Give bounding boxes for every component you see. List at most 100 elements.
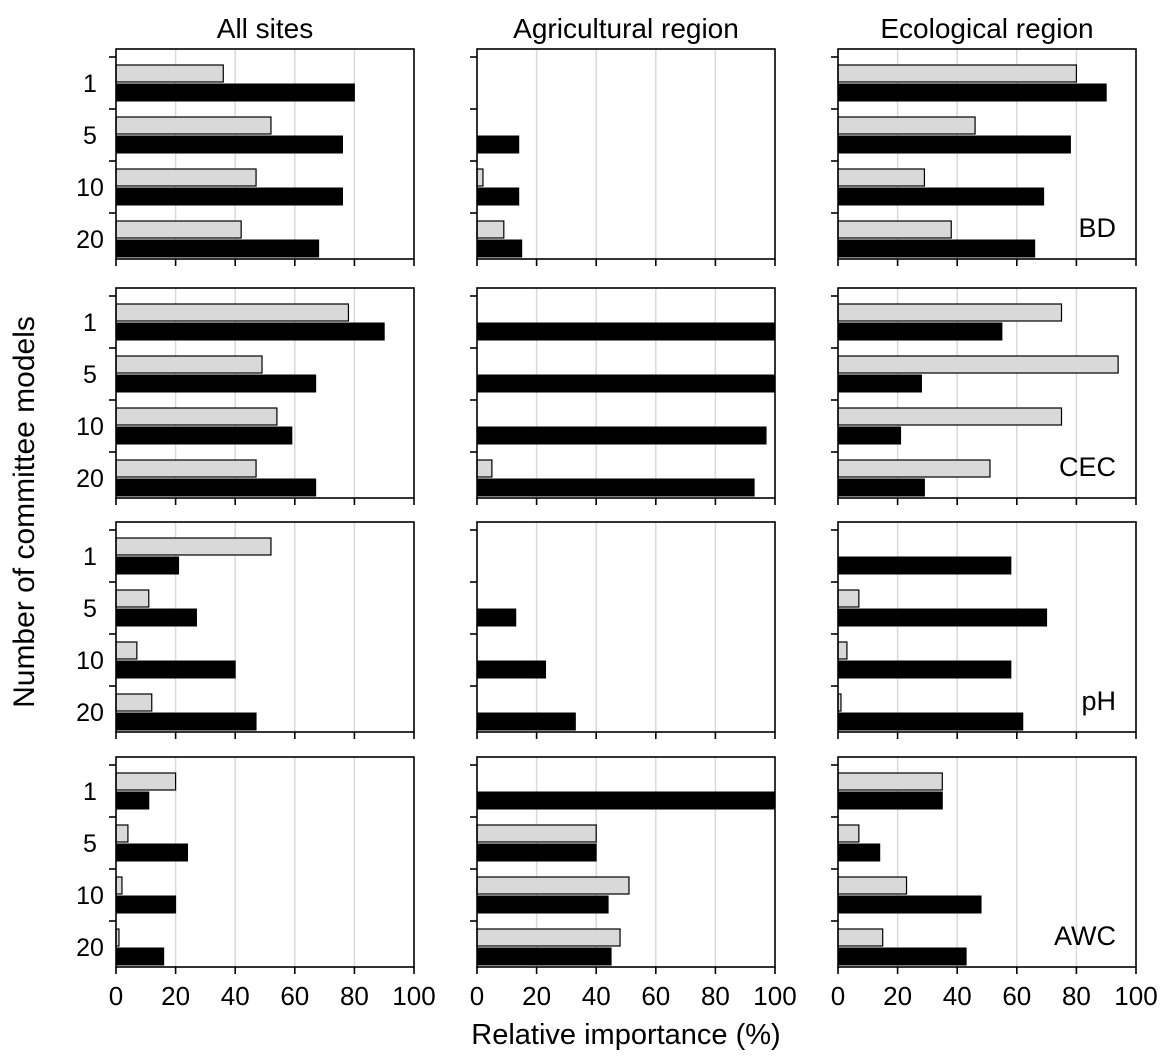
y-axis-label: Number of committee models	[8, 316, 41, 708]
panel-r2-c0: 1 5 10 20	[76, 521, 415, 739]
panel-label-cec: CEC	[1059, 452, 1116, 482]
y-tick-label: 20	[76, 226, 104, 254]
bar-dark	[476, 426, 767, 445]
bar-light	[115, 824, 129, 843]
bar-dark	[837, 712, 1024, 731]
panel-r0-c1	[470, 48, 776, 266]
y-tick-label: 5	[83, 361, 97, 389]
bar-dark	[115, 895, 177, 914]
x-tick-label: 0	[109, 981, 123, 1011]
x-tick-label: 40	[221, 981, 250, 1011]
bar-dark	[476, 608, 517, 627]
x-tick-label: 20	[883, 981, 912, 1011]
bar-light	[476, 876, 630, 895]
bar-dark	[476, 187, 520, 206]
bar-light	[476, 459, 493, 478]
bar-light	[115, 876, 123, 895]
bar-light	[115, 168, 257, 187]
bar-dark	[115, 83, 355, 102]
bar-dark	[476, 478, 755, 497]
bar-dark	[115, 712, 257, 731]
panel-r2-c1	[470, 521, 776, 739]
bar-dark	[115, 843, 189, 862]
bar-light	[115, 407, 278, 426]
bar-dark	[115, 660, 236, 679]
bar-light	[837, 824, 860, 843]
panel-frame	[476, 287, 776, 499]
bar-dark	[115, 322, 385, 341]
bar-light	[476, 168, 484, 187]
bar-dark	[837, 895, 982, 914]
panel-r1-c0: 1 5 10 20	[76, 287, 415, 505]
bar-light	[837, 589, 860, 608]
bar-light	[837, 772, 943, 791]
x-tick-label: 100	[753, 981, 796, 1011]
bar-light	[837, 303, 1063, 322]
y-tick-label: 10	[76, 882, 104, 910]
bar-light	[837, 355, 1119, 374]
x-tick-label: 40	[582, 981, 611, 1011]
x-tick-label: 100	[1114, 981, 1157, 1011]
panel-frame	[115, 521, 415, 733]
panel-r2-c2: pH	[831, 521, 1137, 739]
bar-dark	[837, 83, 1107, 102]
bar-dark	[476, 895, 609, 914]
bar-dark	[115, 791, 150, 810]
column-title-ecological-region: Ecological region	[880, 13, 1093, 44]
bar-dark	[476, 712, 576, 731]
y-tick-label: 1	[83, 778, 97, 806]
x-tick-label: 60	[1002, 981, 1031, 1011]
bar-light	[115, 355, 263, 374]
column-title-agricultural-region: Agricultural region	[513, 13, 739, 44]
bar-dark	[837, 660, 1012, 679]
bar-light	[115, 303, 350, 322]
panel-frame	[115, 287, 415, 499]
bar-dark	[115, 478, 317, 497]
bar-light	[476, 220, 505, 239]
column-title-all-sites: All sites	[217, 13, 313, 44]
bar-light	[837, 64, 1077, 83]
panel-label-awc: AWC	[1054, 921, 1116, 951]
panel-r1-c1	[470, 287, 776, 505]
bar-light	[115, 64, 224, 83]
bar-dark	[115, 426, 293, 445]
bar-dark	[837, 843, 881, 862]
x-tick-label: 80	[1062, 981, 1091, 1011]
panel-r0-c0: 1 5 10 20	[76, 48, 415, 266]
panel-r3-c1: 0 20 40 60 80 100	[470, 756, 797, 1011]
panel-frame	[115, 48, 415, 260]
y-tick-label: 10	[76, 174, 104, 202]
bar-dark	[837, 556, 1012, 575]
bar-dark	[837, 947, 967, 966]
x-tick-label: 60	[641, 981, 670, 1011]
panel-frame	[476, 48, 776, 260]
bar-light	[115, 641, 138, 660]
x-tick-label: 0	[470, 981, 484, 1011]
bar-dark	[115, 556, 180, 575]
panel-label-ph: pH	[1081, 686, 1116, 716]
bar-light	[837, 459, 991, 478]
panel-frame	[837, 521, 1137, 733]
x-tick-label: 80	[340, 981, 369, 1011]
bar-dark	[837, 426, 902, 445]
bar-dark	[115, 608, 197, 627]
bar-dark	[115, 947, 165, 966]
y-tick-label: 20	[76, 699, 104, 727]
x-tick-label: 40	[943, 981, 972, 1011]
x-axis-label: Relative importance (%)	[471, 1019, 780, 1051]
x-tick-label: 60	[280, 981, 309, 1011]
panel-r0-c2: BD	[831, 48, 1137, 266]
bar-light	[837, 168, 926, 187]
panel-frame	[476, 521, 776, 733]
bar-light	[837, 641, 848, 660]
bar-dark	[837, 608, 1048, 627]
bar-light	[476, 824, 597, 843]
bar-dark	[476, 947, 612, 966]
bar-dark	[476, 239, 523, 258]
bar-dark	[837, 322, 1003, 341]
bar-dark	[476, 843, 597, 862]
bar-dark	[115, 135, 343, 154]
